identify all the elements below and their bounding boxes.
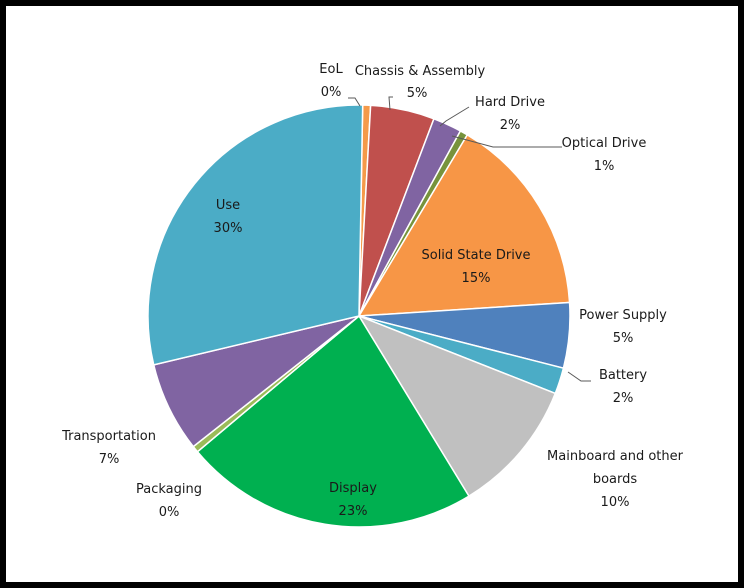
slice-label-power-supply: Power Supply <box>579 308 667 323</box>
slice-label-battery: Battery <box>599 368 647 383</box>
leader-line <box>439 106 470 127</box>
pie-chart: EoL 0% Chassis & Assembly 5% Hard Drive 2% Opt… <box>61 62 684 528</box>
slice-label-eol: EoL <box>319 62 343 77</box>
leader-line <box>567 371 591 382</box>
slice-value-mainboard-and-other-boards: 10% <box>601 495 630 510</box>
slice-value-eol: 0% <box>321 85 342 100</box>
leader-line <box>451 135 562 148</box>
leader-line <box>388 96 393 111</box>
slice-value-solid-state-drive: 15% <box>462 271 491 286</box>
slice-label-mainboard-and-other-boards: Mainboard and other <box>547 449 684 464</box>
slice-value-packaging: 0% <box>159 505 180 520</box>
slice-value-power-supply: 5% <box>613 331 634 346</box>
slice-label-solid-state-drive: Solid State Drive <box>421 248 530 263</box>
slice-label-packaging: Packaging <box>136 482 202 497</box>
slice-value-optical-drive: 1% <box>594 159 615 174</box>
slice-value-use: 30% <box>214 221 243 236</box>
slice-value-battery: 2% <box>613 391 634 406</box>
slice-label-use: Use <box>216 198 240 213</box>
pie-slices <box>147 104 571 528</box>
pie-slice-display <box>196 314 470 528</box>
slice-label-mainboard-and-other-boards-line2: boards <box>593 472 638 487</box>
slice-label-chassis-assembly: Chassis & Assembly <box>355 64 486 79</box>
slice-label-display: Display <box>329 481 377 496</box>
slice-value-transportation: 7% <box>99 452 120 467</box>
slice-value-display: 23% <box>339 504 368 519</box>
slice-labels: EoL 0% Chassis & Assembly 5% Hard Drive 2% Opt… <box>61 62 684 520</box>
leader-line <box>348 97 361 107</box>
slice-label-hard-drive: Hard Drive <box>475 95 545 110</box>
pie-slice-use <box>147 104 364 366</box>
leader-lines <box>348 96 591 382</box>
slice-label-optical-drive: Optical Drive <box>562 136 647 151</box>
slice-value-hard-drive: 2% <box>500 118 521 133</box>
pie-slice-mainboard-and-other-boards <box>357 314 557 498</box>
slice-value-chassis-assembly: 5% <box>407 86 428 101</box>
slice-label-transportation: Transportation <box>61 429 156 444</box>
pie-slice-solid-state-drive <box>357 133 571 317</box>
